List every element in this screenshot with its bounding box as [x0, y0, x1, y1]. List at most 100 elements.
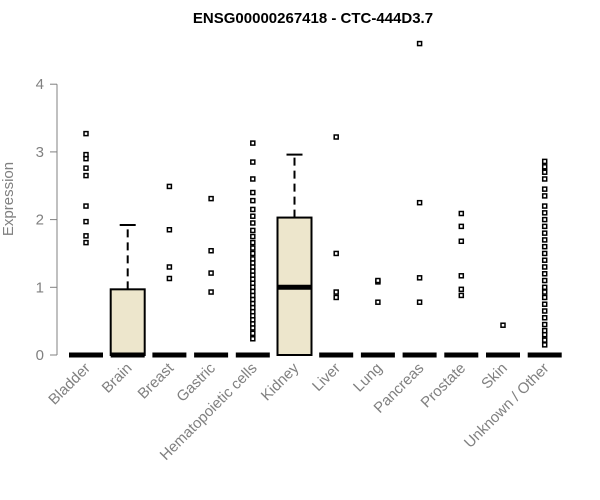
outlier-point	[541, 294, 548, 301]
outlier-point	[541, 308, 548, 314]
outlier-point	[250, 330, 256, 337]
outlier-point	[541, 176, 548, 182]
outlier-point	[83, 165, 89, 171]
outlier-point	[541, 210, 548, 216]
outlier-point	[541, 243, 548, 250]
x-tick-label-0: Bladder	[45, 360, 94, 409]
outlier-point	[375, 277, 381, 284]
outlier-point	[541, 327, 548, 334]
outlier-point	[541, 284, 548, 291]
outlier-point	[541, 193, 548, 199]
outlier-point	[208, 289, 214, 295]
outlier-point	[83, 172, 89, 179]
outlier-point	[416, 199, 423, 206]
outlier-point	[458, 292, 465, 299]
outlier-point	[541, 301, 548, 307]
x-tick-label-1: Brain	[99, 360, 136, 397]
outlier-point	[416, 40, 423, 47]
outlier-point	[250, 220, 256, 226]
y-tick-label-2: 2	[36, 212, 44, 229]
outlier-point	[250, 336, 256, 342]
boxes-layer	[69, 40, 562, 358]
outlier-point	[250, 239, 256, 246]
outlier-point	[250, 197, 256, 204]
outlier-point	[333, 294, 339, 301]
outlier-point	[250, 213, 256, 219]
outlier-point	[208, 270, 214, 276]
outlier-point	[541, 158, 548, 165]
outlier-point	[458, 273, 465, 279]
outlier-point	[250, 256, 256, 262]
outlier-point	[416, 299, 423, 305]
outlier-point	[541, 264, 548, 270]
outlier-point	[541, 250, 548, 257]
y-tick-label-0: 0	[36, 347, 44, 364]
box-group-7	[360, 277, 395, 358]
box-group-5	[276, 153, 313, 356]
box-group-4	[235, 140, 270, 358]
box-group-9	[444, 210, 479, 358]
outlier-point	[83, 233, 89, 239]
box-group-1	[109, 224, 146, 358]
x-tick-label-2: Breast	[135, 359, 178, 402]
x-tick-label-10: Skin	[478, 360, 511, 393]
box-group-11	[527, 158, 562, 358]
outlier-point	[541, 321, 548, 328]
outlier-point	[541, 257, 548, 263]
outlier-point	[541, 164, 548, 170]
outlier-point	[208, 247, 214, 254]
outlier-point	[458, 286, 465, 293]
outlier-point	[250, 227, 256, 234]
box-group-0	[69, 130, 103, 358]
outlier-point	[250, 206, 256, 213]
outlier-point	[416, 275, 423, 281]
y-tick-label-1: 1	[36, 279, 44, 296]
outlier-point	[333, 134, 339, 140]
outlier-point	[541, 277, 548, 284]
outlier-point	[541, 203, 548, 209]
y-axis-label: Expression	[0, 162, 17, 236]
outlier-point	[541, 315, 548, 321]
outlier-point	[166, 275, 173, 282]
outlier-point	[166, 227, 173, 233]
x-tick-label-7: Lung	[350, 360, 386, 396]
outlier-point	[83, 239, 89, 246]
outlier-point	[208, 195, 214, 202]
box-group-2	[152, 183, 187, 358]
box-group-10	[486, 322, 520, 358]
box-group-8	[402, 40, 437, 358]
outlier-point	[83, 151, 89, 158]
outlier-point	[541, 230, 548, 236]
outlier-point	[541, 169, 548, 175]
y-axis: 0 1 2 3 4	[36, 76, 58, 364]
y-tick-label-3: 3	[36, 144, 44, 161]
outlier-point	[541, 223, 548, 230]
chart-title: ENSG00000267418 - CTC-444D3.7	[193, 10, 433, 27]
outlier-point	[541, 237, 548, 243]
outlier-point	[83, 130, 89, 137]
outlier-point	[458, 223, 465, 230]
outlier-point	[500, 322, 506, 328]
outlier-point	[333, 289, 339, 295]
x-tick-label-9: Prostate	[418, 360, 470, 412]
x-tick-label-5: Kidney	[258, 359, 303, 404]
outlier-point	[250, 176, 256, 182]
outlier-point	[250, 189, 256, 196]
outlier-point	[83, 203, 89, 209]
box-group-3	[194, 195, 229, 358]
box-group-6	[319, 134, 354, 358]
outlier-point	[333, 250, 339, 257]
outlier-point	[250, 245, 256, 251]
outlier-point	[541, 271, 548, 277]
outlier-point	[375, 299, 381, 305]
outlier-point	[250, 140, 256, 146]
outlier-point	[458, 210, 465, 217]
outlier-point	[166, 183, 173, 190]
outlier-point	[458, 238, 465, 245]
outlier-point	[250, 233, 256, 240]
x-tick-label-6: Liver	[309, 360, 344, 395]
outlier-point	[166, 264, 173, 270]
outlier-point	[250, 250, 256, 257]
